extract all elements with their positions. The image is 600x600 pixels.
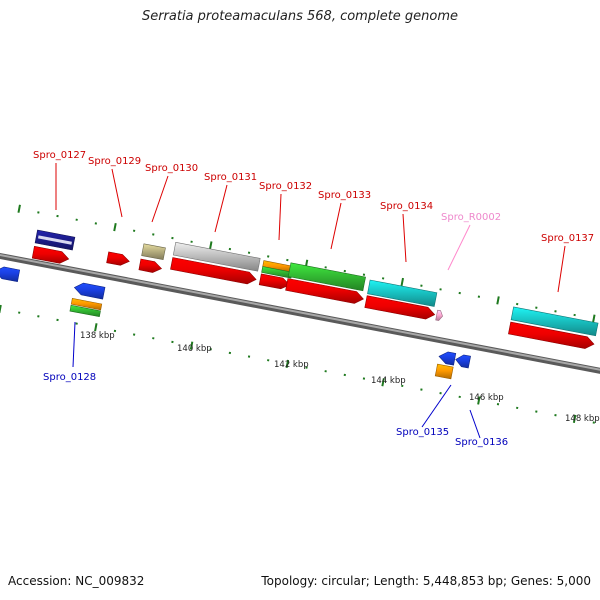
- gene-0131-cog: [172, 241, 261, 272]
- leader-line: [72, 321, 76, 368]
- leader-line: [330, 202, 342, 250]
- leader-line: [402, 213, 407, 263]
- gene-label: Spro_0131: [204, 172, 257, 183]
- gene-0128-cog-a: [70, 297, 103, 311]
- tick-mark-upper: [592, 314, 596, 323]
- gene-0135-cog: [434, 363, 454, 380]
- tick-mark-upper: [400, 277, 405, 287]
- gene-0131: [170, 257, 257, 285]
- gene-0132: [258, 273, 291, 290]
- tick-mark-upper: [209, 241, 213, 250]
- gene-label: Spro_0135: [396, 427, 449, 438]
- gene-label: Spro_0132: [259, 181, 312, 192]
- gene-0134: [364, 295, 436, 320]
- leader-line: [151, 175, 169, 223]
- gene-0137-cog: [510, 306, 599, 337]
- tick-mark-lower: [0, 304, 2, 314]
- gene-0133: [285, 278, 364, 304]
- gene-label: Spro_0133: [318, 190, 371, 201]
- gene-0130-cog: [141, 243, 166, 261]
- gene-0128-cog-b: [69, 304, 101, 318]
- backbone-highlight: [0, 253, 600, 371]
- gene-0127-cog-stripe: [37, 235, 72, 245]
- gene-label: Spro_0127: [33, 150, 86, 161]
- gene-label: Spro_0128: [43, 372, 96, 383]
- tick-mark-lower: [572, 414, 577, 423]
- gene-0135: [438, 351, 457, 366]
- scale-label: 144 kbp: [371, 376, 406, 386]
- gene-label: Spro_0130: [145, 163, 198, 174]
- gene-partial-left: [0, 266, 21, 283]
- scale-label: 148 kbp: [565, 414, 600, 424]
- gene-0136: [455, 354, 471, 369]
- rna-R0002: [435, 309, 443, 321]
- genome-title: Serratia proteamaculans 568, complete ge…: [141, 9, 459, 24]
- gene-label: Spro_0129: [88, 156, 141, 167]
- gene-0134-cog: [367, 279, 438, 307]
- scale-label: 142 kbp: [274, 360, 309, 370]
- scale-label: 146 kbp: [469, 393, 504, 403]
- genome-summary: Topology: circular; Length: 5,448,853 bp…: [261, 574, 591, 588]
- gene-label: Spro_R0002: [441, 212, 501, 223]
- leader-line: [557, 245, 566, 293]
- scale-label: 140 kbp: [177, 344, 212, 354]
- leader-line: [278, 193, 282, 241]
- tick-mark-lower: [381, 378, 385, 387]
- scale-label: 138 kbp: [80, 331, 115, 341]
- gene-label: Spro_0137: [541, 233, 594, 244]
- gene-label: Spro_0134: [380, 201, 433, 212]
- gene-0130: [138, 258, 163, 273]
- tick-mark-lower: [285, 359, 290, 369]
- leader-line: [469, 409, 481, 439]
- gene-label: Spro_0136: [455, 437, 508, 448]
- gene-0133-cog: [287, 262, 366, 292]
- gene-0137: [508, 321, 595, 349]
- leader-line: [111, 168, 123, 218]
- tick-mark-upper: [496, 296, 500, 305]
- tick-mark-lower: [94, 323, 98, 332]
- gene-0129: [106, 251, 130, 266]
- leader-line: [447, 224, 471, 271]
- accession-label: Accession: NC_009832: [8, 574, 145, 588]
- tick-mark-lower: [477, 396, 481, 405]
- leader-line: [214, 184, 228, 233]
- gene-0128: [73, 282, 106, 300]
- leader-line: [421, 384, 452, 428]
- tick-mark-upper: [17, 204, 21, 213]
- gene-0127: [31, 245, 70, 264]
- tick-mark-upper: [113, 222, 117, 232]
- tick-mark-lower: [189, 341, 194, 350]
